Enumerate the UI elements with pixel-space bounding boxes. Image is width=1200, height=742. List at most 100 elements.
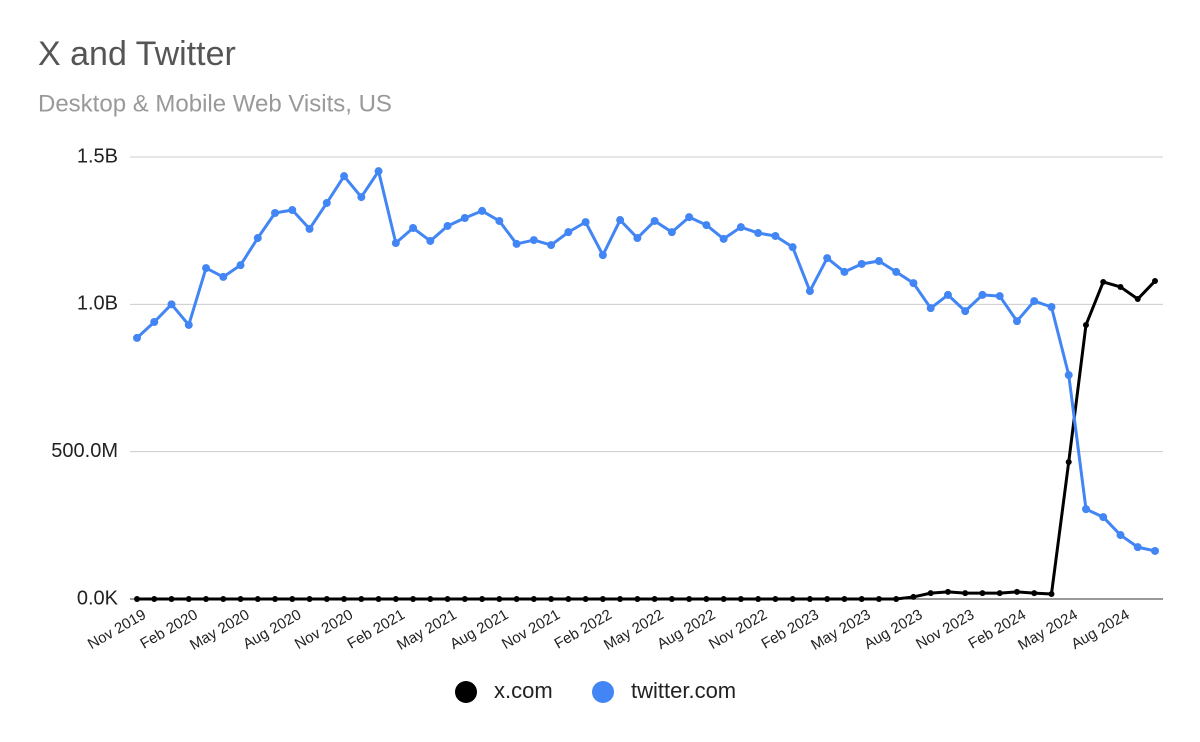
data-point <box>979 590 986 597</box>
data-point <box>357 193 366 202</box>
chart-subtitle: Desktop & Mobile Web Visits, US <box>38 90 392 117</box>
data-point <box>824 596 831 602</box>
data-point <box>651 596 658 602</box>
series-line <box>137 280 1157 601</box>
data-point <box>634 596 641 602</box>
data-point <box>530 596 537 602</box>
data-point <box>910 593 917 600</box>
data-point <box>237 596 244 602</box>
x-tick-label: May 2020 <box>187 606 253 654</box>
data-point <box>995 292 1004 301</box>
x-tick-label: May 2023 <box>808 606 874 654</box>
data-point <box>771 231 780 240</box>
y-tick-label: 1.0B <box>77 293 118 315</box>
x-tick-label: Nov 2020 <box>292 606 356 653</box>
data-point <box>409 224 418 233</box>
data-point <box>857 259 866 268</box>
data-point <box>1134 296 1141 303</box>
x-tick-label: Aug 2020 <box>240 606 304 653</box>
data-point <box>548 596 555 602</box>
data-point <box>633 234 642 243</box>
data-point <box>460 213 469 222</box>
data-point <box>254 596 261 602</box>
data-point <box>306 596 313 602</box>
data-point <box>289 596 296 602</box>
data-point <box>962 590 969 597</box>
data-point <box>184 320 193 329</box>
data-point <box>167 300 176 309</box>
data-point <box>1100 278 1107 285</box>
data-point <box>1012 317 1021 326</box>
data-point <box>805 287 814 296</box>
data-point <box>754 229 763 238</box>
data-point <box>893 596 900 602</box>
data-point <box>668 596 675 602</box>
data-point <box>151 596 158 602</box>
data-point <box>513 596 520 602</box>
data-point <box>1151 546 1159 555</box>
data-point <box>685 213 694 222</box>
data-point <box>427 596 434 602</box>
data-point <box>788 243 797 252</box>
data-point <box>564 228 573 237</box>
x-tick-label: Aug 2022 <box>654 606 718 653</box>
data-point <box>323 596 330 602</box>
x-tick-label: Nov 2022 <box>706 606 770 653</box>
data-point <box>1064 371 1073 380</box>
data-point <box>755 596 762 602</box>
data-point <box>789 596 796 602</box>
data-point <box>410 596 417 602</box>
data-point <box>391 239 400 248</box>
data-point <box>150 318 159 327</box>
data-point <box>1065 458 1072 465</box>
data-point <box>1013 588 1020 595</box>
data-point <box>547 241 556 250</box>
data-point <box>772 596 779 602</box>
data-point <box>272 596 279 602</box>
data-point <box>392 596 399 602</box>
data-point <box>288 206 297 215</box>
data-point <box>581 218 590 227</box>
x-tick-label: Nov 2023 <box>913 606 977 653</box>
data-point <box>874 257 883 266</box>
data-point <box>961 307 970 316</box>
data-point <box>426 236 435 245</box>
data-point <box>1081 505 1090 514</box>
legend-label: x.com <box>494 678 553 703</box>
data-point <box>253 234 262 243</box>
data-point <box>203 596 210 602</box>
data-point <box>702 221 711 230</box>
data-point <box>841 596 848 602</box>
data-point <box>823 254 832 263</box>
data-point <box>737 596 744 602</box>
y-tick-label: 500.0M <box>51 440 118 462</box>
data-point <box>444 596 451 602</box>
data-point <box>322 198 331 207</box>
data-point <box>858 596 865 602</box>
legend-label: twitter.com <box>631 678 736 703</box>
data-point <box>168 596 175 602</box>
data-point <box>133 333 141 342</box>
data-point <box>202 264 211 273</box>
data-point <box>703 596 710 602</box>
data-point <box>461 596 468 602</box>
data-point <box>478 206 487 215</box>
data-point <box>1047 302 1056 311</box>
x-tick-label: May 2024 <box>1015 606 1081 654</box>
data-point <box>1117 283 1124 290</box>
x-tick-label: Aug 2023 <box>861 606 925 653</box>
data-point <box>978 290 987 299</box>
data-point <box>340 172 349 181</box>
data-point <box>496 596 503 602</box>
chart-title: X and Twitter <box>38 35 236 73</box>
data-point <box>529 236 538 245</box>
data-point <box>599 596 606 602</box>
data-point <box>565 596 572 602</box>
data-point <box>1099 513 1108 522</box>
data-point <box>1082 321 1089 328</box>
x-tick-label: May 2022 <box>601 606 667 654</box>
data-point <box>134 596 140 602</box>
data-point <box>1030 297 1039 306</box>
x-tick-label: Nov 2019 <box>85 606 149 653</box>
data-point <box>236 261 245 270</box>
